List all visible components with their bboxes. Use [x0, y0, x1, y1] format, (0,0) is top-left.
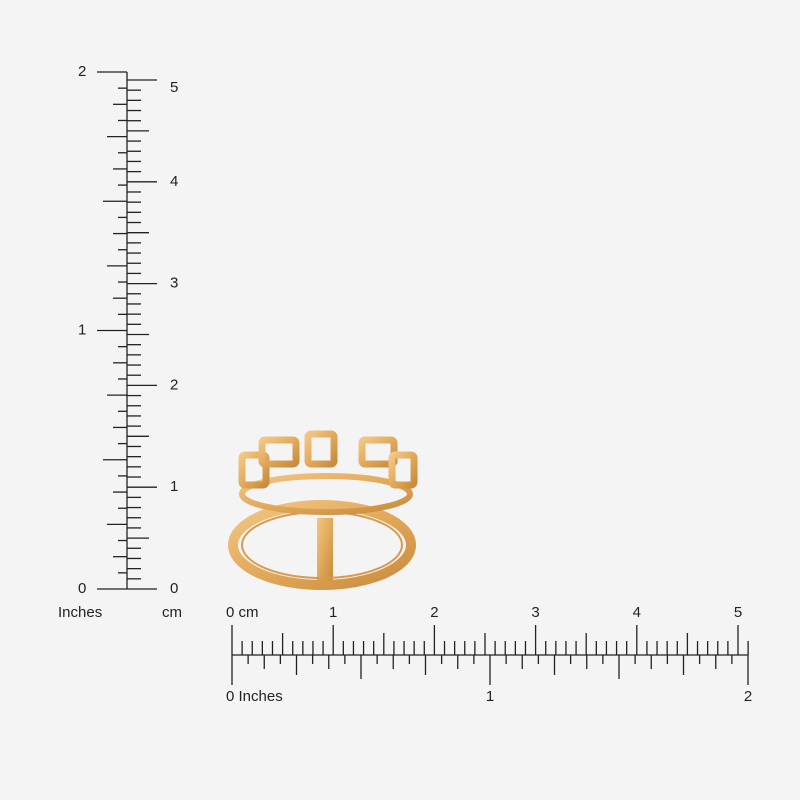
vertical-ruler: Inches cm 5 4 3 2 1 0 2 1 0 — [58, 63, 182, 621]
inch-label: 0 — [78, 580, 86, 597]
cm-label: 4 — [633, 604, 641, 621]
inch-label: 1 — [78, 321, 86, 338]
cm-unit: cm — [162, 604, 182, 621]
ring-band — [228, 500, 416, 590]
inch-label: 1 — [486, 688, 494, 705]
chain-link — [238, 451, 270, 489]
ring-image — [228, 430, 418, 590]
cm-label: 3 — [531, 604, 539, 621]
ring-top-band — [239, 473, 413, 515]
inch-unit: Inches — [58, 604, 102, 621]
cm-label: 5 — [734, 604, 742, 621]
chain-link — [388, 451, 418, 489]
chain-link — [304, 430, 338, 468]
horizontal-ruler: 0 cm 1 2 3 4 5 0 Inches 1 2 — [226, 604, 752, 705]
cm-label: 4 — [170, 173, 178, 190]
cm-label: 0 cm — [226, 604, 259, 621]
ring-bar — [317, 518, 333, 580]
cm-label: 1 — [170, 478, 178, 495]
chain-link — [258, 436, 300, 468]
cm-label: 1 — [329, 604, 337, 621]
cm-label: 2 — [170, 376, 178, 393]
cm-label: 5 — [170, 79, 178, 96]
ring-chain — [238, 430, 418, 489]
cm-label: 3 — [170, 275, 178, 292]
inch-label: 2 — [78, 63, 86, 80]
cm-label: 0 — [170, 580, 178, 597]
inch-label: 2 — [744, 688, 752, 705]
cm-label: 2 — [430, 604, 438, 621]
inch-label: 0 Inches — [226, 688, 283, 705]
